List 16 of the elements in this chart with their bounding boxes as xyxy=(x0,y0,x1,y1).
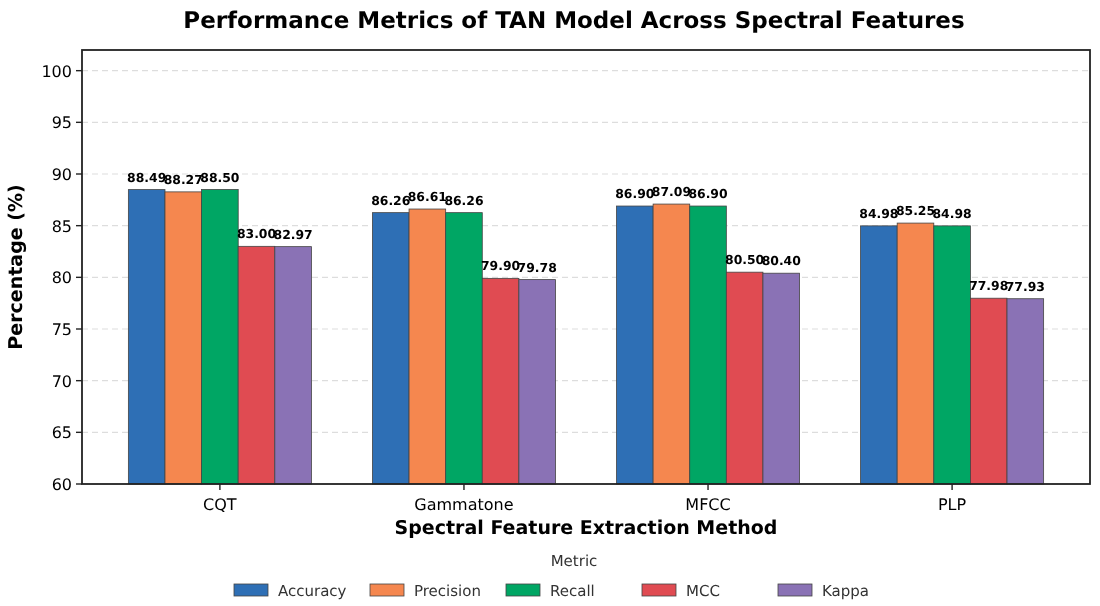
x-tick-label: PLP xyxy=(937,496,967,514)
x-tick-label: MFCC xyxy=(685,496,732,514)
x-tick-label: Gammatone xyxy=(414,496,514,514)
y-axis-title: Percentage (%) xyxy=(6,184,28,350)
y-tick-label: 95 xyxy=(51,114,72,133)
chart-title: Performance Metrics of TAN Model Across Spectral Features xyxy=(183,6,965,34)
x-axis-title: Spectral Feature Extraction Method xyxy=(394,518,778,540)
x-tick-label: CQT xyxy=(203,496,237,514)
y-tick-label: 90 xyxy=(51,166,72,184)
y-tick-label: 60 xyxy=(51,476,72,494)
y-tick-label: 70 xyxy=(51,372,72,391)
y-tick-label: 100 xyxy=(41,62,72,81)
y-tick-label: 65 xyxy=(51,424,72,443)
y-tick-label: 75 xyxy=(51,321,72,339)
y-tick-label: 85 xyxy=(51,217,72,236)
y-tick-label: 80 xyxy=(51,269,72,288)
